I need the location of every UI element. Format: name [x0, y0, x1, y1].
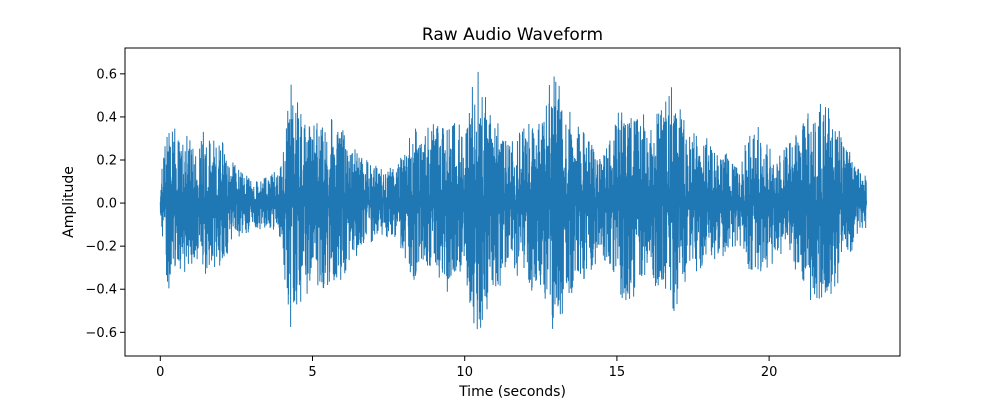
x-tick-label: 15	[609, 365, 626, 380]
y-tick-label: −0.6	[85, 326, 117, 341]
y-tick-label: −0.2	[85, 240, 117, 255]
x-tick-label: 20	[761, 365, 778, 380]
y-axis: −0.6 −0.4 −0.2 0.0 0.2 0.4 0.6	[85, 67, 125, 341]
x-tick-label: 5	[308, 365, 316, 380]
x-tick-label: 0	[156, 365, 164, 380]
plot-frame	[124, 47, 901, 357]
x-axis-label: Time (seconds)	[458, 384, 566, 400]
y-tick-label: 0.4	[96, 110, 117, 125]
y-tick-label: 0.2	[96, 154, 117, 169]
y-axis-label: Amplitude	[61, 166, 77, 238]
waveform-series-line	[159, 71, 868, 330]
y-tick-label: 0.6	[96, 67, 117, 82]
x-tick-label: 10	[456, 365, 473, 380]
x-axis: 0 5 10 15 20	[156, 356, 777, 380]
y-tick-label: 0.0	[96, 197, 117, 212]
chart-title: Raw Audio Waveform	[422, 25, 603, 45]
plot-area	[159, 71, 868, 330]
y-tick-label: −0.4	[85, 283, 117, 298]
